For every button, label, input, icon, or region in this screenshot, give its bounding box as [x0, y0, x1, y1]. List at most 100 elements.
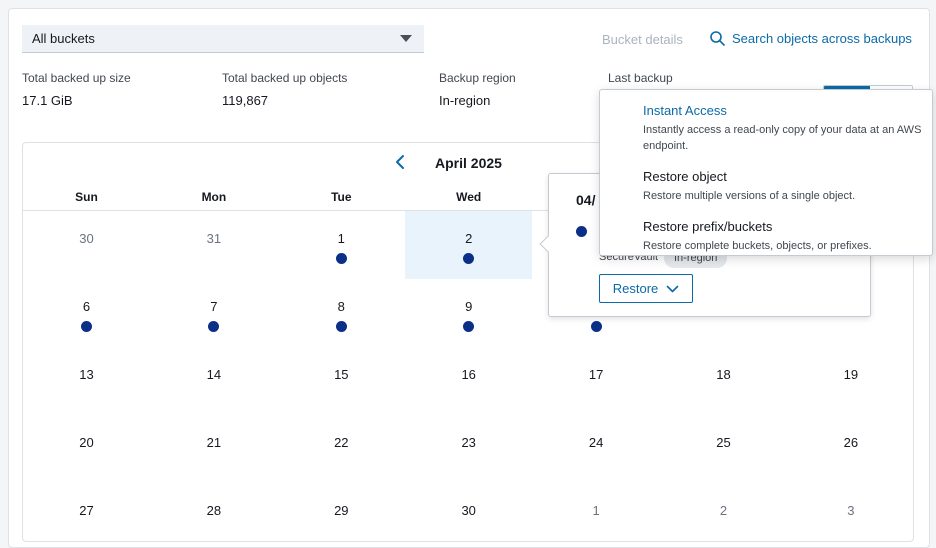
day-number: 15 — [334, 367, 349, 382]
day-number: 3 — [847, 503, 855, 518]
calendar-day[interactable]: 24 — [533, 415, 660, 483]
restore-button-label: Restore — [612, 281, 659, 296]
day-number: 17 — [588, 367, 604, 382]
menu-item-title: Restore object — [643, 169, 727, 184]
weekday-wed: Wed — [456, 190, 482, 204]
day-number: 1 — [592, 503, 600, 518]
calendar-day[interactable]: 16 — [405, 347, 532, 415]
stat-label: Total backed up objects — [222, 71, 348, 85]
day-number: 30 — [461, 503, 476, 518]
calendar-day[interactable]: 7 — [150, 279, 277, 347]
day-number: 26 — [843, 435, 859, 450]
month-bar: April 2025 — [23, 143, 913, 183]
stat-value: In-region — [439, 93, 491, 108]
stat-last-backup: Last backup — [608, 71, 673, 93]
bucket-filter-value: All buckets — [32, 31, 95, 46]
menu-item-title: Instant Access — [643, 103, 727, 118]
search-icon — [710, 31, 725, 46]
menu-item-instant-access[interactable]: Instant Access Instantly access a read-o… — [643, 103, 923, 154]
day-number: 14 — [206, 367, 222, 382]
month-title: April 2025 — [435, 155, 502, 171]
stat-value: 17.1 GiB — [22, 93, 73, 108]
calendar-day[interactable]: 30 — [405, 483, 532, 541]
calendar-day[interactable]: 9 — [405, 279, 532, 347]
calendar-day[interactable]: 14 — [150, 347, 277, 415]
bucket-filter-select[interactable]: All buckets — [22, 25, 424, 53]
calendar-day[interactable]: 27 — [23, 483, 150, 541]
menu-item-restore-prefix[interactable]: Restore prefix/buckets Restore complete … — [643, 219, 923, 254]
day-number: 1 — [337, 231, 345, 246]
day-number: 20 — [79, 435, 94, 450]
menu-item-desc: Restore complete buckets, objects, or pr… — [643, 240, 872, 252]
calendar-day[interactable]: 15 — [278, 347, 405, 415]
calendar-day[interactable]: 18 — [660, 347, 787, 415]
weekday-tue: Tue — [331, 190, 352, 204]
stat-total-objects: Total backed up objects 119,867 — [222, 71, 347, 108]
day-number: 31 — [206, 231, 222, 246]
chevron-left-icon[interactable] — [394, 153, 406, 171]
calendar-day[interactable]: 30 — [23, 211, 150, 279]
day-number: 23 — [461, 435, 476, 450]
calendar-day[interactable]: 25 — [660, 415, 787, 483]
calendar-day[interactable]: 26 — [787, 415, 913, 483]
day-number: 18 — [716, 367, 731, 382]
calendar-day[interactable]: 13 — [23, 347, 150, 415]
backup-dot — [335, 321, 347, 332]
day-number: 7 — [210, 299, 218, 314]
chevron-down-icon — [666, 285, 679, 292]
day-number: 6 — [82, 299, 91, 314]
calendar-day[interactable]: 1 — [278, 211, 405, 279]
caret-down-icon — [400, 35, 412, 42]
calendar-day[interactable]: 3 — [787, 483, 913, 541]
day-number: 25 — [716, 435, 731, 450]
backup-dot — [463, 253, 475, 264]
menu-item-restore-object[interactable]: Restore object Restore multiple versions… — [643, 169, 923, 204]
calendar-day[interactable]: 8 — [278, 279, 405, 347]
menu-item-desc: Instantly access a read-only copy of you… — [643, 124, 922, 152]
calendar-day[interactable]: 2 — [660, 483, 787, 541]
menu-item-title: Restore prefix/buckets — [643, 219, 773, 234]
calendar-day[interactable]: 21 — [150, 415, 277, 483]
calendar-day[interactable]: 22 — [278, 415, 405, 483]
stat-backup-region: Backup region In-region — [439, 71, 516, 108]
stat-label: Backup region — [439, 71, 516, 85]
search-objects-link[interactable]: Search objects across backups — [710, 31, 912, 46]
calendar-day[interactable]: 20 — [23, 415, 150, 483]
calendar-day[interactable]: 29 — [278, 483, 405, 541]
backup-dot — [576, 226, 587, 237]
day-number: 13 — [79, 367, 94, 382]
day-number: 8 — [337, 299, 345, 314]
restore-menu: Instant Access Instantly access a read-o… — [599, 89, 933, 256]
stat-value: 119,867 — [222, 93, 269, 108]
day-number: 9 — [465, 299, 473, 314]
stat-total-size: Total backed up size 17.1 GiB — [22, 71, 131, 108]
day-number: 2 — [465, 231, 473, 246]
menu-item-desc: Restore multiple versions of a single ob… — [643, 190, 856, 202]
day-number: 16 — [461, 367, 476, 382]
day-number: 19 — [843, 367, 859, 382]
day-number: 22 — [334, 435, 349, 450]
stat-label: Total backed up size — [22, 71, 131, 85]
calendar-day[interactable]: 31 — [150, 211, 277, 279]
backup-dot — [590, 321, 602, 332]
backup-dot — [463, 321, 475, 332]
backup-dot — [208, 321, 220, 332]
calendar-day[interactable]: 6 — [23, 279, 150, 347]
calendar-day[interactable]: 17 — [533, 347, 660, 415]
day-number: 2 — [719, 503, 728, 518]
day-number: 29 — [334, 503, 349, 518]
search-objects-label: Search objects across backups — [732, 31, 912, 46]
backup-dot — [81, 321, 92, 332]
calendar-day[interactable]: 28 — [150, 483, 277, 541]
bucket-details-link[interactable]: Bucket details — [602, 32, 683, 47]
day-number: 30 — [79, 231, 94, 246]
calendar-day[interactable]: 19 — [787, 347, 913, 415]
calendar-day[interactable]: 2 — [405, 211, 533, 279]
weekday-mon: Mon — [201, 190, 227, 204]
day-number: 28 — [206, 503, 222, 518]
restore-button[interactable]: Restore — [599, 274, 693, 303]
calendar-day[interactable]: 1 — [533, 483, 660, 541]
calendar-day[interactable]: 23 — [405, 415, 532, 483]
weekday-sun: Sun — [75, 190, 98, 204]
backup-dot — [335, 253, 347, 264]
